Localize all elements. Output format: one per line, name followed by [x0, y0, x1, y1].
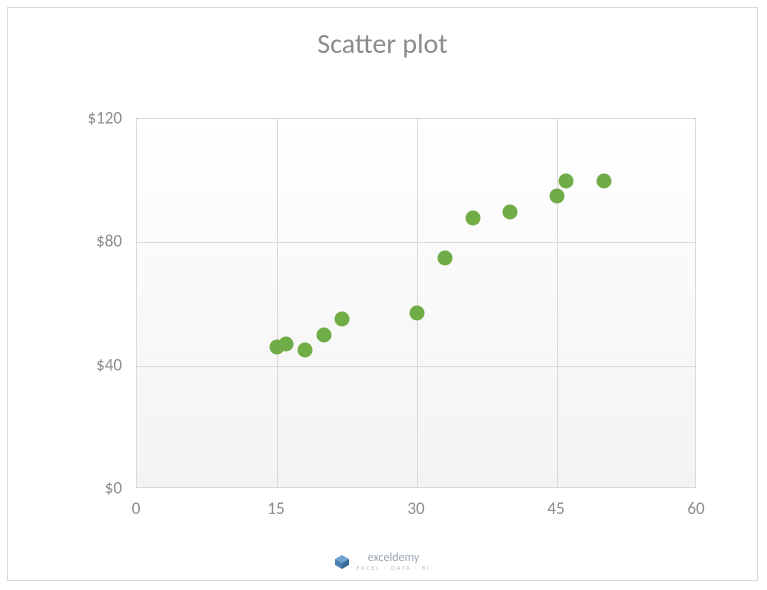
data-point — [550, 189, 565, 204]
x-tick-label: 45 — [547, 498, 564, 519]
gridline-h — [137, 242, 695, 243]
gridline-v — [417, 119, 418, 487]
x-tick-label: 60 — [687, 498, 704, 519]
data-point — [298, 343, 313, 358]
data-point — [596, 173, 611, 188]
chart-title: Scatter plot — [8, 26, 757, 61]
cube-icon — [334, 554, 350, 570]
watermark-text: exceldemy EXCEL · DATA · BI — [356, 551, 430, 572]
x-tick-label: 15 — [267, 498, 284, 519]
gridline-v — [277, 119, 278, 487]
chart-card: Scatter plot 015304560$0$40$80$120 excel… — [7, 7, 758, 581]
gridline-v — [557, 119, 558, 487]
data-point — [316, 327, 331, 342]
watermark: exceldemy EXCEL · DATA · BI — [8, 551, 757, 572]
data-point — [503, 204, 518, 219]
gridline-h — [137, 366, 695, 367]
y-tick-label: $120 — [88, 108, 122, 129]
watermark-tagline: EXCEL · DATA · BI — [356, 564, 430, 572]
y-tick-label: $40 — [96, 354, 122, 375]
y-tick-label: $80 — [96, 231, 122, 252]
data-point — [559, 173, 574, 188]
plot-area — [136, 118, 696, 488]
watermark-brand: exceldemy — [368, 551, 420, 565]
x-tick-label: 0 — [132, 498, 141, 519]
data-point — [438, 250, 453, 265]
data-point — [410, 306, 425, 321]
data-point — [279, 337, 294, 352]
y-tick-label: $0 — [105, 478, 122, 499]
x-tick-label: 30 — [407, 498, 424, 519]
plot-wrap: 015304560$0$40$80$120 — [136, 118, 696, 488]
data-point — [466, 210, 481, 225]
data-point — [335, 312, 350, 327]
